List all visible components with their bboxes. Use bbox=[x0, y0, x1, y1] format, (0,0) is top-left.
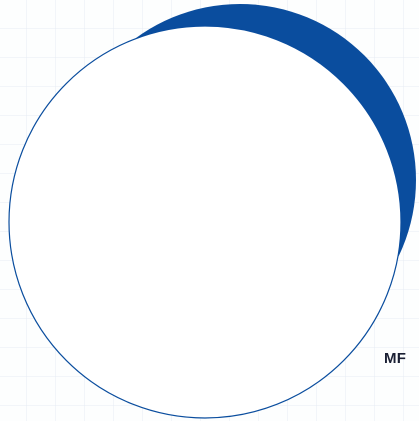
corner-label: MF bbox=[384, 350, 407, 367]
white-circle bbox=[8, 25, 402, 419]
